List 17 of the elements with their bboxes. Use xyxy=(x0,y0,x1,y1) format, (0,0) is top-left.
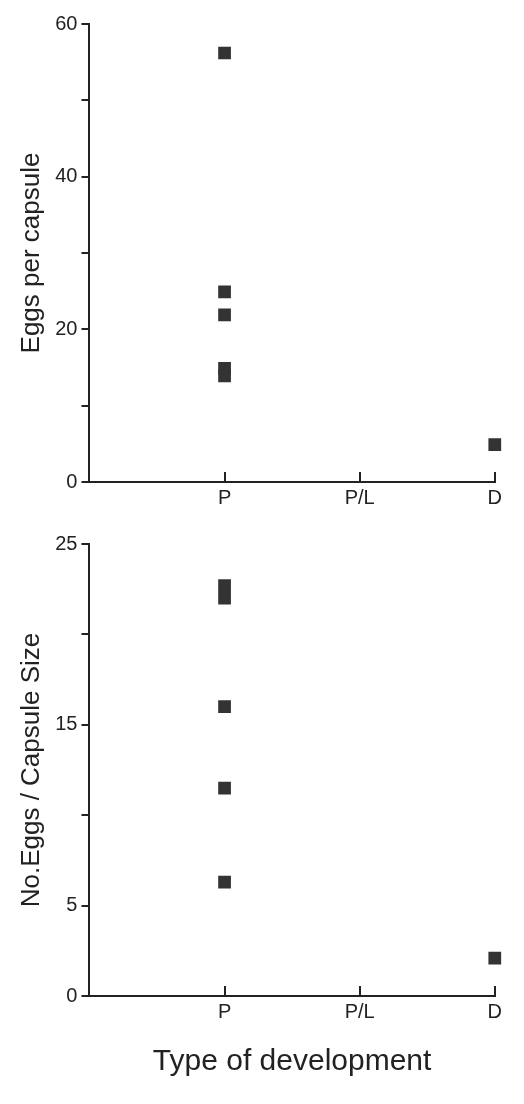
y-tick-label: 15 xyxy=(55,712,78,735)
x-tick-label: P/L xyxy=(344,999,375,1022)
y-tick-label: 0 xyxy=(66,983,78,1006)
x-tick-label: D xyxy=(487,999,502,1022)
x-tick-label: D xyxy=(487,485,502,508)
y-axis-title: No.Eggs / Capsule Size xyxy=(14,632,45,908)
y-tick-label: 20 xyxy=(55,316,78,339)
y-tick-label: 25 xyxy=(55,531,78,554)
y-tick-label: 0 xyxy=(66,469,78,492)
y-axis-title: Eggs per capsule xyxy=(14,152,45,354)
x-tick-label: P xyxy=(217,485,232,508)
y-tick-label: 60 xyxy=(55,11,78,34)
y-tick-label: 5 xyxy=(66,893,78,916)
y-tick-label: 40 xyxy=(55,164,78,187)
x-tick-label: P/L xyxy=(344,485,375,508)
x-tick-label: P xyxy=(217,999,232,1022)
x-axis-title: Type of development xyxy=(152,1043,433,1077)
